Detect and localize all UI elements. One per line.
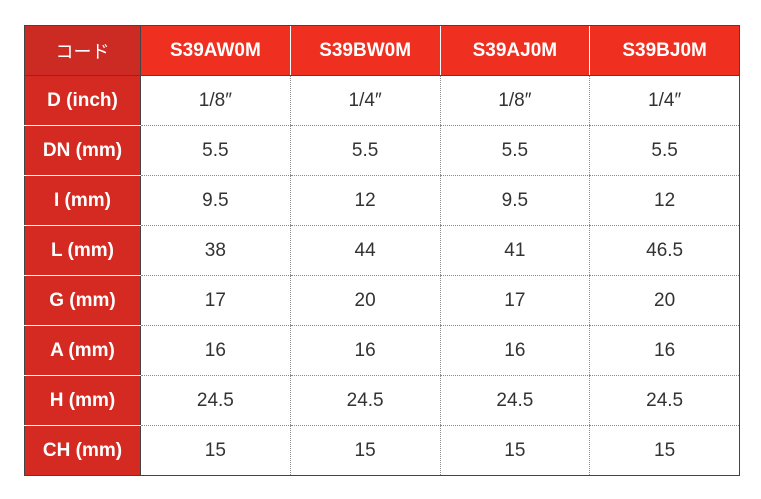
row-header: I (mm)	[24, 175, 141, 226]
column-header-1: S39AW0M	[140, 25, 291, 76]
table-cell: 15	[439, 425, 590, 476]
column-header-2: S39BW0M	[289, 25, 440, 76]
row-header: G (mm)	[24, 275, 141, 326]
table-cell: 20	[289, 275, 440, 326]
row-header: CH (mm)	[24, 425, 141, 476]
table-row: L (mm) 38 44 41 46.5	[24, 225, 740, 276]
table-cell: 5.5	[140, 125, 291, 176]
table-cell: 24.5	[289, 375, 440, 426]
table-cell: 9.5	[140, 175, 291, 226]
table-row: H (mm) 24.5 24.5 24.5 24.5	[24, 375, 740, 426]
table-cell: 16	[140, 325, 291, 376]
table-cell: 16	[289, 325, 440, 376]
table-row: DN (mm) 5.5 5.5 5.5 5.5	[24, 125, 740, 176]
table-cell: 1/4″	[289, 75, 440, 126]
table-cell: 1/4″	[589, 75, 740, 126]
table-cell: 12	[589, 175, 740, 226]
table-cell: 9.5	[439, 175, 590, 226]
table-cell: 24.5	[589, 375, 740, 426]
table-cell: 15	[289, 425, 440, 476]
corner-header: コード	[24, 25, 141, 76]
table-row: CH (mm) 15 15 15 15	[24, 425, 740, 476]
table-row: I (mm) 9.5 12 9.5 12	[24, 175, 740, 226]
table-cell: 20	[589, 275, 740, 326]
table-row: D (inch) 1/8″ 1/4″ 1/8″ 1/4″	[24, 75, 740, 126]
row-header: H (mm)	[24, 375, 141, 426]
table-cell: 1/8″	[439, 75, 590, 126]
row-header: DN (mm)	[24, 125, 141, 176]
table-cell: 38	[140, 225, 291, 276]
table-cell: 46.5	[589, 225, 740, 276]
table-cell: 5.5	[589, 125, 740, 176]
table-row: G (mm) 17 20 17 20	[24, 275, 740, 326]
table-cell: 1/8″	[140, 75, 291, 126]
table-cell: 16	[589, 325, 740, 376]
column-header-3: S39AJ0M	[439, 25, 590, 76]
table-cell: 15	[589, 425, 740, 476]
table-cell: 5.5	[289, 125, 440, 176]
table-cell: 15	[140, 425, 291, 476]
row-header: D (inch)	[24, 75, 141, 126]
table-cell: 41	[439, 225, 590, 276]
table-cell: 24.5	[140, 375, 291, 426]
table-cell: 24.5	[439, 375, 590, 426]
row-header: L (mm)	[24, 225, 141, 276]
spec-table: コード S39AW0M S39BW0M S39AJ0M S39BJ0M D (i…	[24, 25, 740, 476]
header-row: コード S39AW0M S39BW0M S39AJ0M S39BJ0M	[24, 25, 740, 76]
table-cell: 16	[439, 325, 590, 376]
table-row: A (mm) 16 16 16 16	[24, 325, 740, 376]
table-cell: 44	[289, 225, 440, 276]
table-cell: 17	[140, 275, 291, 326]
row-header: A (mm)	[24, 325, 141, 376]
table-cell: 12	[289, 175, 440, 226]
table-cell: 17	[439, 275, 590, 326]
column-header-4: S39BJ0M	[589, 25, 740, 76]
table-cell: 5.5	[439, 125, 590, 176]
